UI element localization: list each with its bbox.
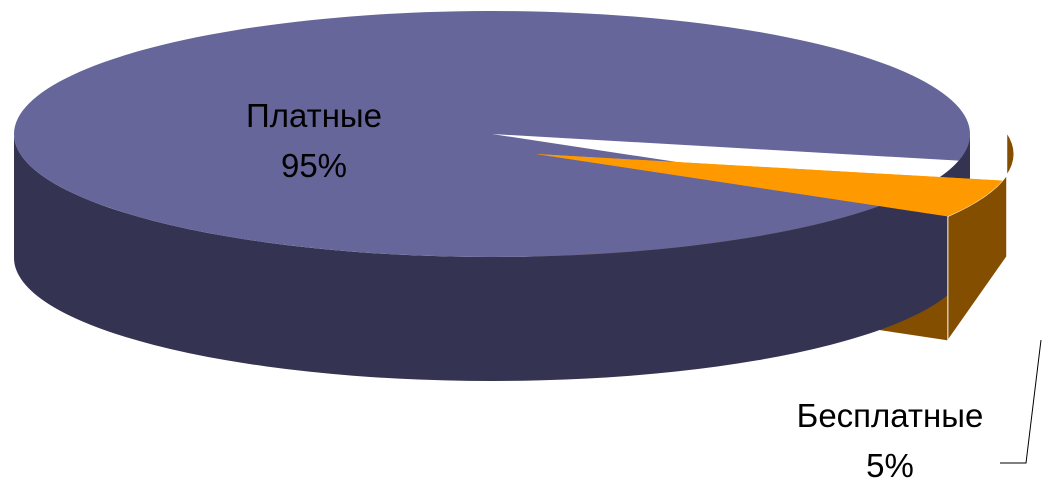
pie-slice-free-top	[536, 154, 1003, 217]
free-slice-leader-line	[1000, 339, 1042, 464]
pie-side-paid-front	[14, 134, 970, 381]
slice-label-free: Бесплатные	[797, 397, 984, 434]
slice-label-paid: Платные	[246, 97, 382, 134]
pie-layer	[13, 11, 1015, 381]
pie-slice-paid	[13, 11, 970, 257]
slice-percent-free: 5%	[866, 447, 914, 482]
slice-percent-paid: 95%	[281, 147, 347, 184]
